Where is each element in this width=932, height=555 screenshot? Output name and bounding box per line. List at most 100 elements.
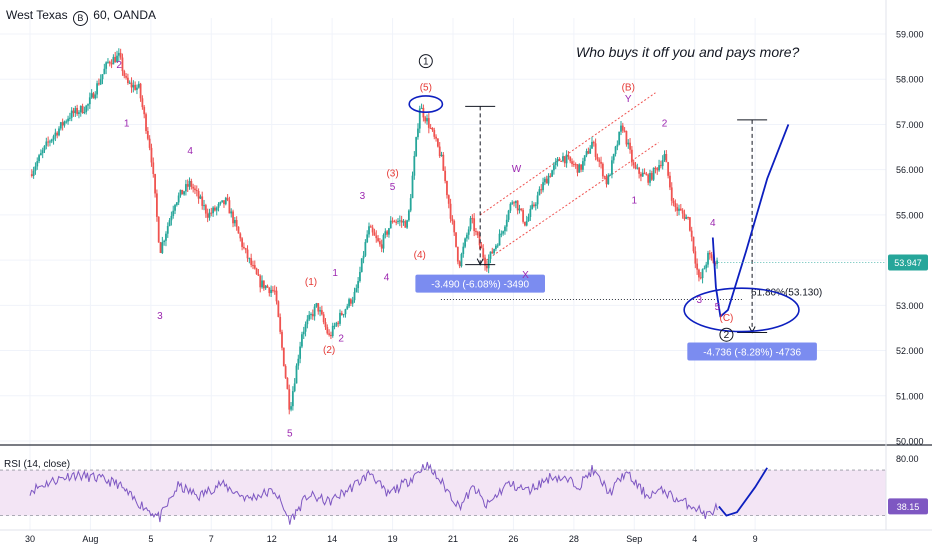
time-tick-label: 4: [692, 534, 697, 544]
candle-body: [533, 204, 535, 207]
candle-body: [76, 108, 79, 114]
candle-body: [121, 57, 124, 72]
candle-body: [54, 132, 57, 137]
candle-body: [640, 173, 642, 177]
candle-body: [446, 181, 448, 196]
candle-body: [502, 231, 505, 234]
candle-body: [304, 324, 307, 332]
time-tick-label: Sep: [626, 534, 642, 544]
candle-body: [674, 203, 677, 208]
candle-body: [413, 156, 416, 176]
candle-body: [83, 112, 86, 114]
candle-body: [380, 244, 383, 249]
symbol-header[interactable]: West Texas B 60, OANDA: [6, 8, 156, 26]
candle-body: [600, 161, 602, 164]
candle-body: [317, 303, 320, 312]
candle-body: [59, 122, 62, 129]
fib-label: 61.80%(53.130): [751, 287, 822, 298]
wave-label: 4: [384, 272, 390, 283]
candle-body: [170, 215, 173, 221]
candle-body: [339, 312, 341, 324]
candle-body: [85, 105, 88, 113]
candle-body: [337, 322, 340, 324]
candle-body: [295, 365, 298, 384]
candle-body: [391, 220, 394, 222]
candle-body: [578, 164, 581, 173]
candle-body: [117, 52, 120, 56]
candle-body: [70, 110, 73, 118]
wave-label: 4: [710, 218, 716, 229]
candle-body: [576, 164, 579, 173]
candle-body: [652, 167, 655, 180]
candle-body: [177, 195, 180, 203]
candle-body: [525, 221, 528, 226]
wave-label: (5): [420, 83, 432, 94]
candle-body: [612, 154, 615, 161]
candle-body: [524, 221, 526, 226]
candle-body: [681, 210, 684, 214]
candle-body: [694, 251, 697, 264]
candle-body: [328, 333, 331, 335]
price-tick-label: 58.000: [896, 75, 924, 85]
measure-label-box: [687, 342, 817, 361]
candle-body: [464, 238, 466, 247]
candle-body: [128, 82, 131, 84]
candle-body: [598, 159, 601, 162]
candle-body: [340, 312, 343, 315]
candle-body: [505, 219, 508, 227]
candle-body: [362, 255, 365, 259]
candle-body: [614, 146, 617, 155]
candle-body: [226, 197, 229, 201]
candle-body: [378, 241, 381, 245]
candle-body: [699, 277, 702, 279]
candle-body: [580, 164, 583, 170]
candle-body: [279, 316, 282, 332]
candle-body: [94, 94, 97, 99]
candle-body: [563, 156, 566, 164]
candle-body: [440, 154, 443, 157]
candle-body: [447, 195, 450, 204]
highlight-ellipse: [683, 287, 800, 333]
candle-body: [290, 406, 292, 410]
candle-body: [210, 212, 213, 214]
time-tick-label: 30: [25, 534, 35, 544]
time-tick-label: 7: [209, 534, 214, 544]
candle-body: [551, 170, 554, 177]
candle-body: [324, 322, 327, 328]
candle-body: [478, 235, 481, 246]
candle-body: [241, 238, 244, 247]
candle-body: [364, 242, 367, 256]
candle-body: [513, 202, 515, 204]
candle-body: [436, 138, 439, 147]
candle-body: [707, 252, 709, 265]
candle-body: [484, 257, 486, 266]
candle-body: [134, 84, 137, 90]
candle-body: [643, 172, 646, 175]
measure-label: -3.490 (-6.08%) -3490: [431, 280, 529, 291]
candle-body: [509, 203, 512, 211]
candle-body: [246, 249, 249, 259]
candle-body: [475, 231, 477, 233]
candle-body: [306, 319, 309, 325]
circled-label: 2: [724, 330, 730, 341]
candle-body: [553, 165, 555, 171]
wave-label: (4): [414, 250, 426, 261]
candle-body: [395, 221, 398, 223]
candle-body: [591, 141, 593, 149]
candle-body: [442, 154, 445, 171]
candle-body: [630, 149, 633, 163]
candle-body: [326, 327, 329, 334]
candle-body: [536, 195, 539, 205]
candle-body: [627, 142, 630, 145]
candle-body: [315, 303, 318, 307]
price-tick-label: 52.000: [896, 346, 924, 356]
candle-body: [114, 56, 117, 63]
wave-label: (2): [323, 345, 335, 356]
candle-body: [417, 128, 419, 138]
candle-body: [507, 210, 510, 220]
time-tick-label: 9: [753, 534, 758, 544]
candle-body: [420, 107, 423, 109]
candle-body: [248, 258, 251, 260]
